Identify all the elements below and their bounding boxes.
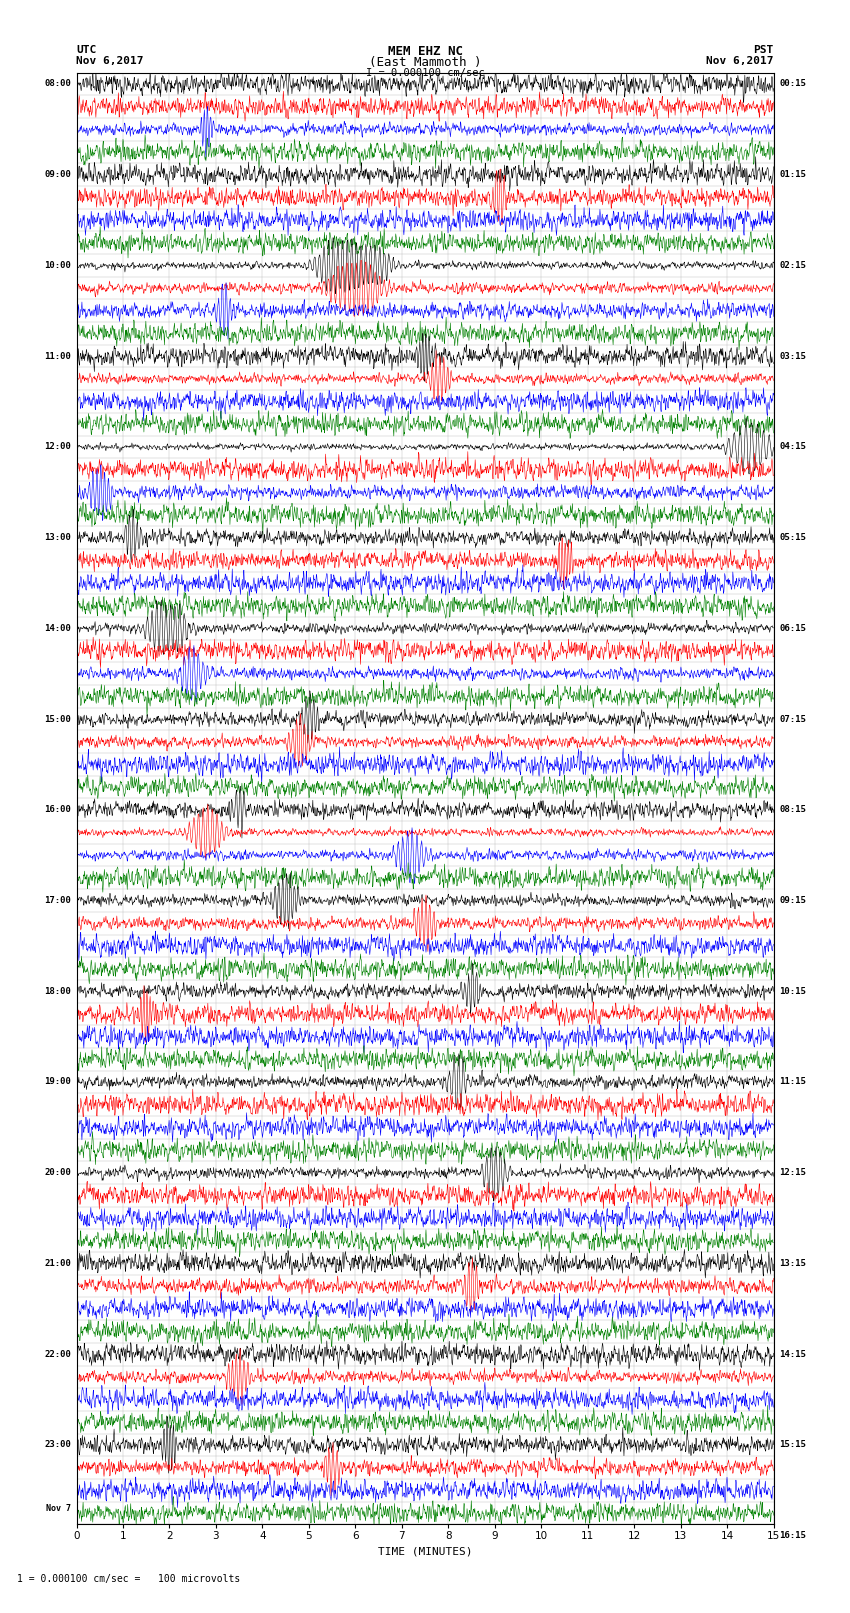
Text: 02:15: 02:15 — [779, 261, 806, 269]
Text: 13:15: 13:15 — [779, 1258, 806, 1268]
Text: 10:15: 10:15 — [779, 987, 806, 995]
Text: (East Mammoth ): (East Mammoth ) — [369, 56, 481, 69]
Text: 18:00: 18:00 — [44, 987, 71, 995]
Text: Nov 6,2017: Nov 6,2017 — [706, 56, 774, 66]
Text: 1 = 0.000100 cm/sec =   100 microvolts: 1 = 0.000100 cm/sec = 100 microvolts — [17, 1574, 241, 1584]
Text: 05:15: 05:15 — [779, 532, 806, 542]
Text: 21:00: 21:00 — [44, 1258, 71, 1268]
Text: 06:15: 06:15 — [779, 624, 806, 632]
Text: 20:00: 20:00 — [44, 1168, 71, 1177]
Text: 04:15: 04:15 — [779, 442, 806, 452]
Text: Nov 7: Nov 7 — [46, 1503, 71, 1513]
Text: 08:15: 08:15 — [779, 805, 806, 815]
Text: 11:15: 11:15 — [779, 1077, 806, 1087]
Text: 15:00: 15:00 — [44, 715, 71, 724]
Text: 22:00: 22:00 — [44, 1350, 71, 1358]
Text: 23:00: 23:00 — [44, 1440, 71, 1450]
Text: UTC: UTC — [76, 45, 97, 55]
Text: 03:15: 03:15 — [779, 352, 806, 361]
Text: 01:15: 01:15 — [779, 169, 806, 179]
Text: 07:15: 07:15 — [779, 715, 806, 724]
Text: 15:15: 15:15 — [779, 1440, 806, 1450]
Text: 12:00: 12:00 — [44, 442, 71, 452]
Text: 09:00: 09:00 — [44, 169, 71, 179]
Text: 00:15: 00:15 — [779, 79, 806, 89]
Text: PST: PST — [753, 45, 774, 55]
Text: 17:00: 17:00 — [44, 895, 71, 905]
Text: 14:00: 14:00 — [44, 624, 71, 632]
Text: 14:15: 14:15 — [779, 1350, 806, 1358]
Text: 13:00: 13:00 — [44, 532, 71, 542]
Text: MEM EHZ NC: MEM EHZ NC — [388, 45, 462, 58]
Text: I = 0.000100 cm/sec: I = 0.000100 cm/sec — [366, 68, 484, 77]
Text: 08:00: 08:00 — [44, 79, 71, 89]
Text: 16:15: 16:15 — [779, 1531, 806, 1540]
X-axis label: TIME (MINUTES): TIME (MINUTES) — [377, 1547, 473, 1557]
Text: 12:15: 12:15 — [779, 1168, 806, 1177]
Text: 19:00: 19:00 — [44, 1077, 71, 1087]
Text: 09:15: 09:15 — [779, 895, 806, 905]
Text: 10:00: 10:00 — [44, 261, 71, 269]
Text: 16:00: 16:00 — [44, 805, 71, 815]
Text: Nov 6,2017: Nov 6,2017 — [76, 56, 144, 66]
Text: 11:00: 11:00 — [44, 352, 71, 361]
